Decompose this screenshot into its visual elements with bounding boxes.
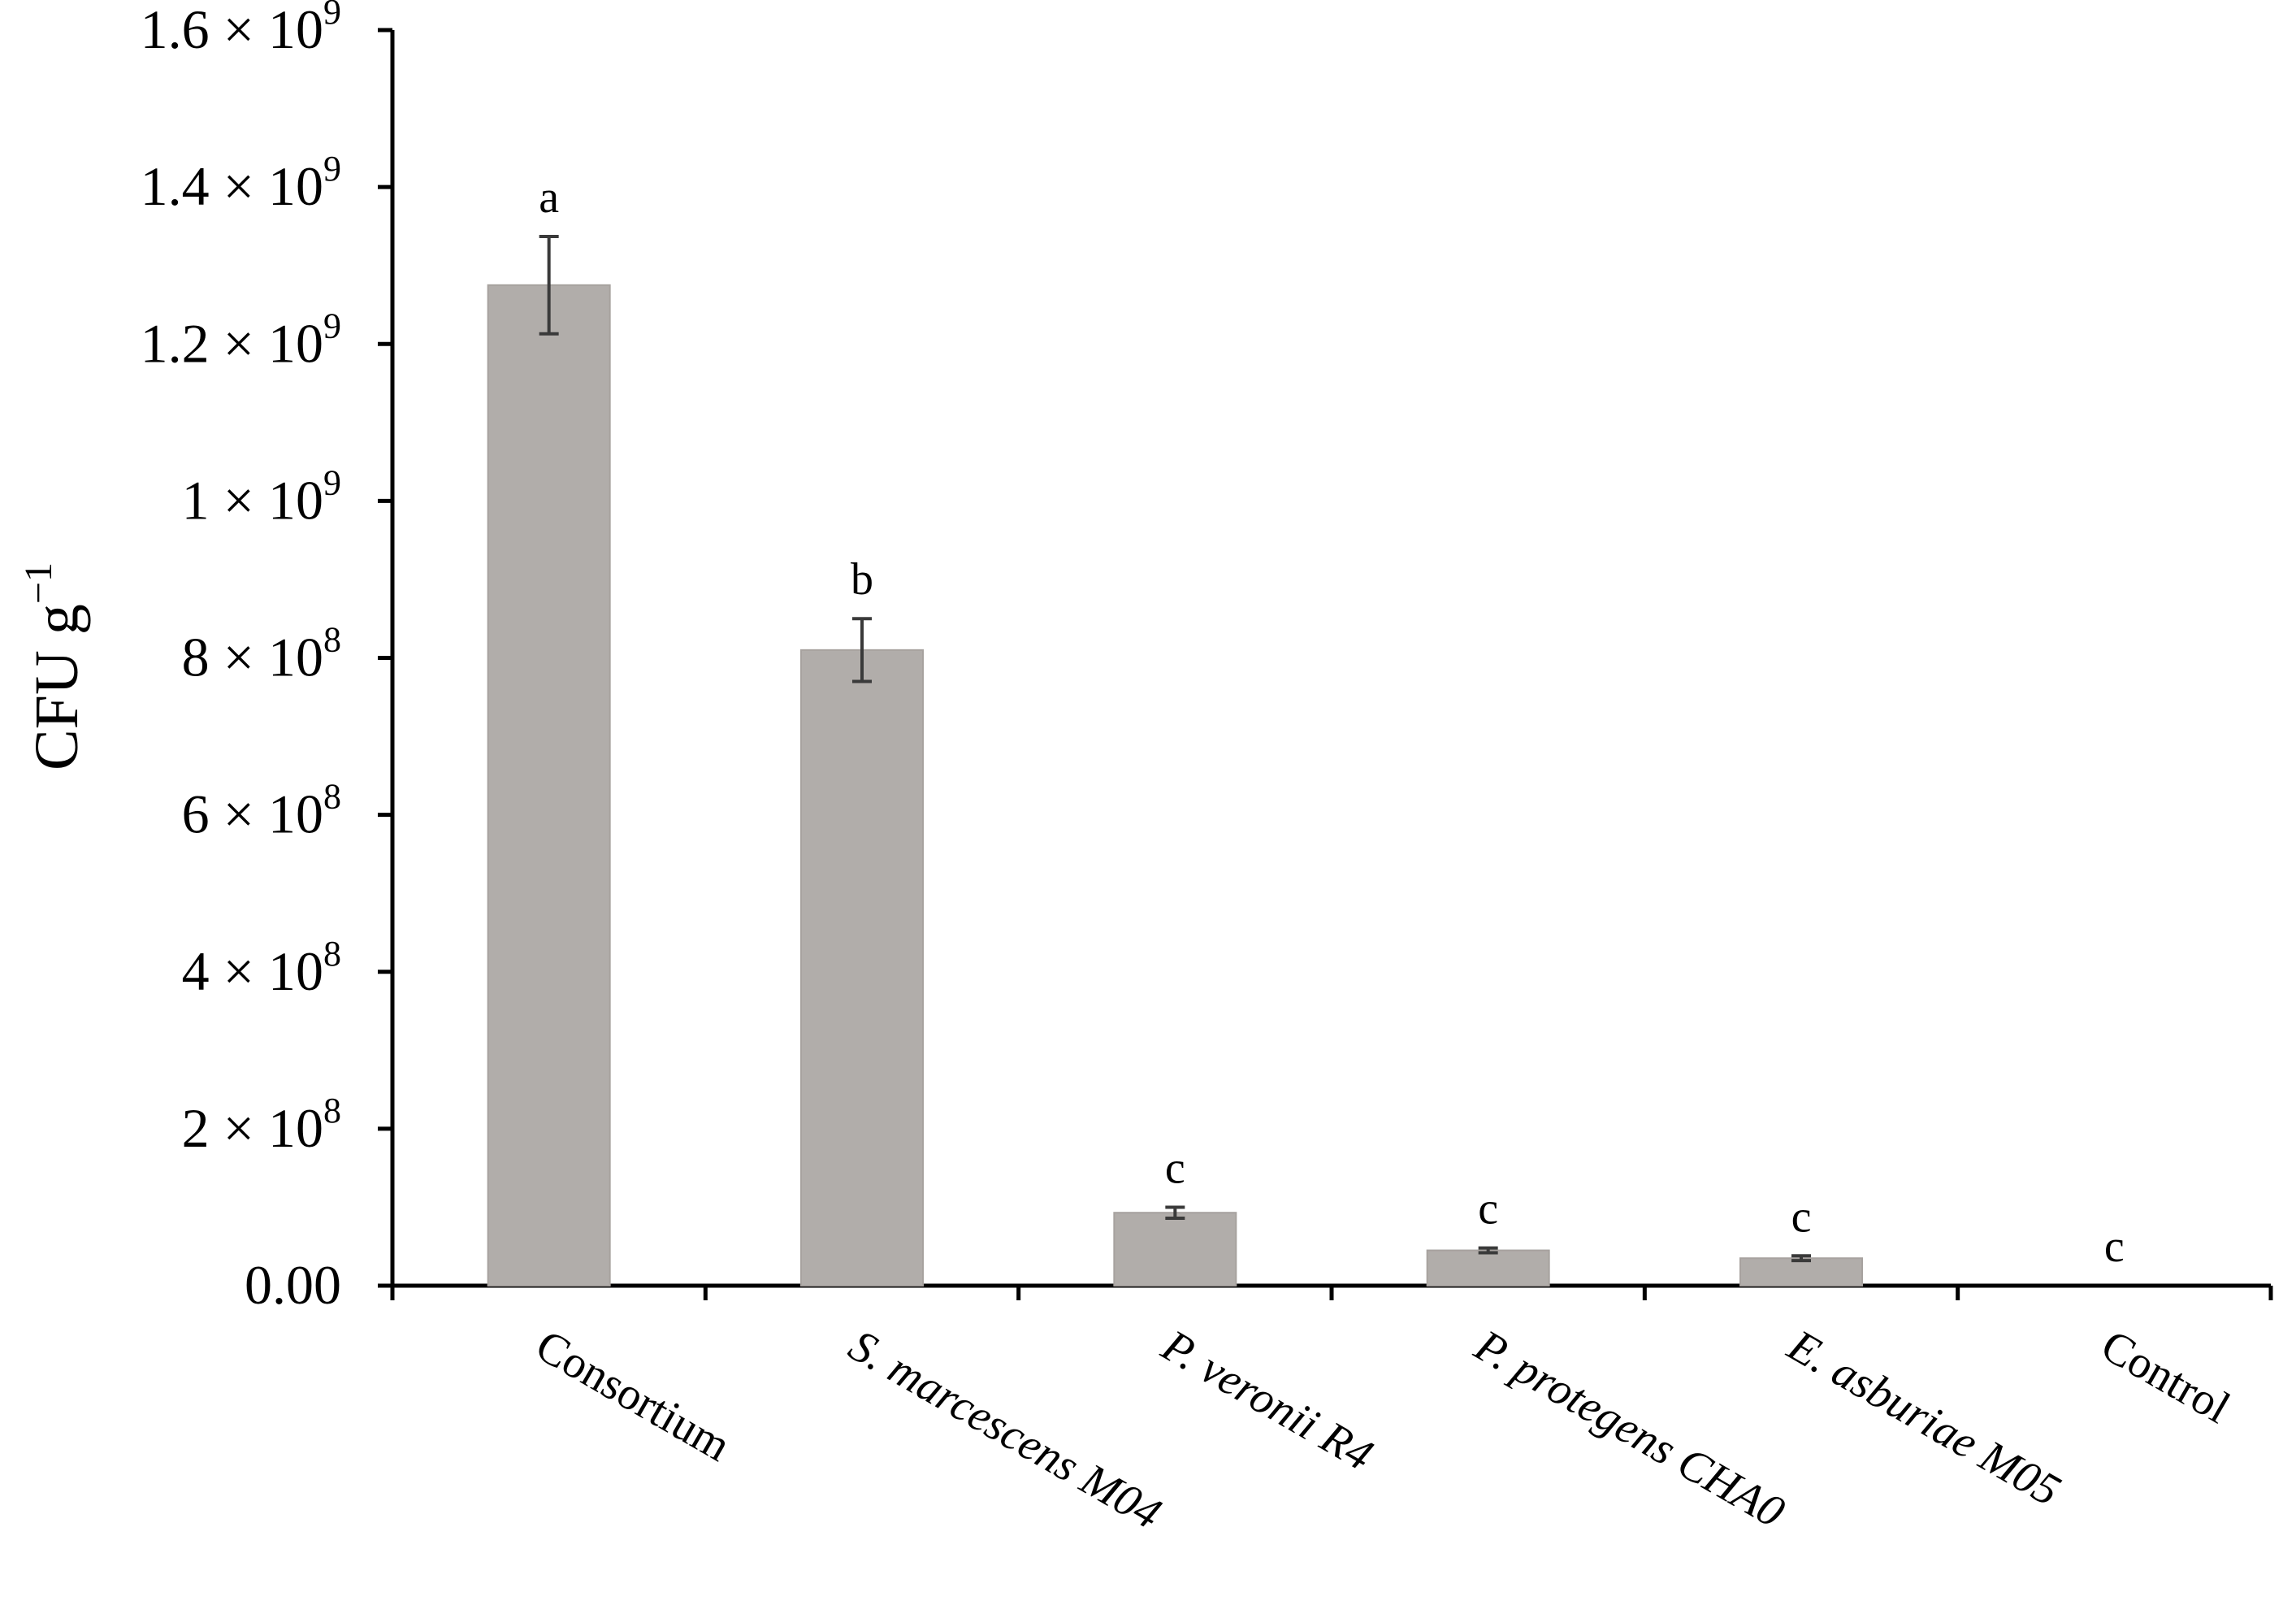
y-tick-label: 2 × 108 — [182, 1091, 341, 1159]
significance-label: c — [1791, 1191, 1812, 1242]
y-tick-label: 4 × 108 — [182, 934, 341, 1002]
y-tick-label: 1.4 × 109 — [141, 149, 341, 217]
bar-group: a b c c c c — [487, 172, 2125, 1287]
significance-label: c — [2104, 1221, 2125, 1272]
bar — [1426, 1249, 1550, 1286]
y-tick-labels: 0.00 2 × 108 4 × 108 6 × 108 8 × 108 1 × 109 1… — [141, 0, 341, 1316]
category-label: P. veronii R4 — [1153, 1320, 1381, 1481]
chart-axes — [378, 28, 2273, 1300]
y-tick-label: 6 × 108 — [182, 777, 341, 845]
significance-label: b — [851, 554, 873, 605]
category-label: E. asburiae M05 — [1779, 1320, 2069, 1516]
y-tick-label: 8 × 108 — [182, 620, 341, 688]
y-tick-label: 1.6 × 109 — [141, 0, 341, 60]
category-label: Consortium — [527, 1321, 739, 1472]
significance-label: a — [539, 172, 559, 223]
y-tick-label: 0.00 — [245, 1254, 341, 1316]
category-label: P. protegens CHA0 — [1466, 1320, 1792, 1538]
y-tick-label: 1 × 109 — [182, 462, 341, 531]
bar — [800, 649, 924, 1286]
category-label: S. marcescens M04 — [841, 1321, 1170, 1540]
bar — [1739, 1257, 1863, 1286]
y-axis-title: CFU g−1 — [17, 562, 91, 770]
category-label: Control — [2093, 1321, 2238, 1434]
bar — [487, 284, 611, 1286]
y-tick-label: 1.2 × 109 — [141, 306, 341, 374]
significance-label: c — [1165, 1143, 1185, 1193]
bar — [1113, 1212, 1237, 1287]
significance-label: c — [1478, 1184, 1498, 1234]
